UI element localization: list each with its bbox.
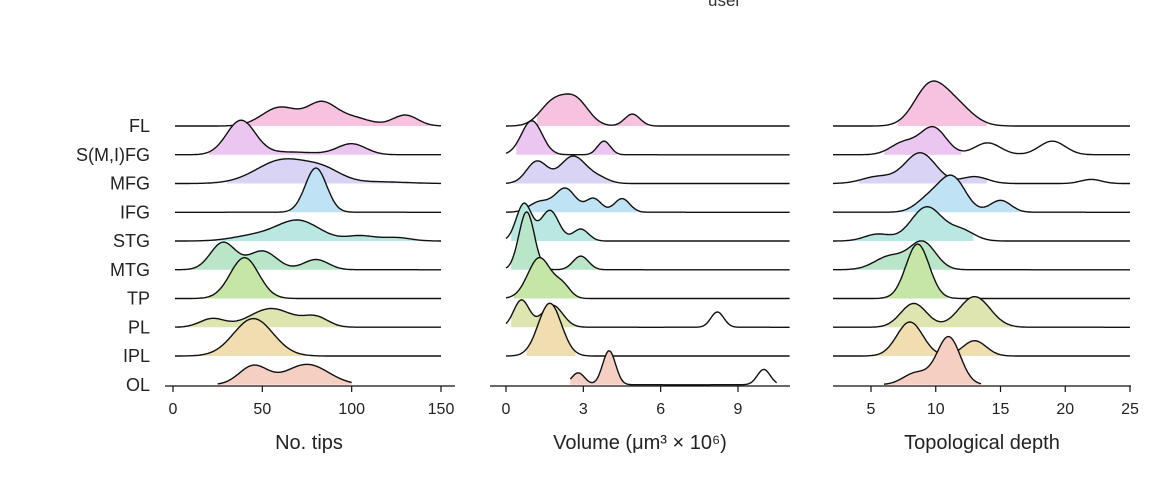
ridge-line-OL [217,363,352,385]
x-axis-label: Topological depth [904,432,1060,454]
ridge-line-FL [833,80,1130,127]
x-tick-label: 10 [927,401,945,418]
ridge-fill-MTG [182,242,369,270]
x-tick-label: 15 [992,401,1010,418]
x-tick-label: 150 [428,401,455,418]
ridge-fill-MFG [513,156,617,184]
row-label-MFG: MFG [110,174,150,194]
ridge-fill-PL [182,308,369,328]
ridge-fill-FL [897,81,987,126]
ridge-fill-IPL [200,318,307,356]
ridge-fill-TP [884,244,948,299]
row-label-MTG: MTG [110,260,150,280]
ridge-fill-MTG [845,240,962,270]
ridge-fill-IFG [289,168,352,213]
ridge-fill-MTG [511,211,598,270]
row-label-PL: PL [128,317,150,337]
ridge-line-FL [175,100,441,127]
x-tick-label: 0 [169,401,178,418]
panel-3: 5 10 15 20 25 Topological depth [833,80,1139,454]
ridge-fill-TP [200,257,298,299]
panel-2: 0 3 6 9 Volume (μm³ × 10⁶) [490,93,790,454]
ridge-fill-S(M,I)FG [208,120,397,155]
ridge-line-IFG [175,167,441,213]
ridge-fill-MFG [227,158,423,184]
ridge-line-TP [175,257,441,300]
ridge-line-OL [883,335,982,385]
ridge-line-MFG [833,152,1130,185]
ridge-line-MTG [505,211,790,271]
ridge-line-MFG [175,158,441,185]
x-axis-label: No. tips [275,432,343,454]
ridge-line-PL [833,296,1130,328]
panel-1: 0 50 100 150 No. tips [165,100,455,454]
ridge-line-IFG [506,187,790,213]
ridge-fill-IPL [872,322,1001,356]
x-tick-label: 6 [656,401,665,418]
row-label-IFG: IFG [120,202,150,222]
x-tick-label: 50 [253,401,271,418]
ridge-line-S(M,I)FG [175,119,441,156]
ridge-line-MTG [833,240,1130,271]
row-label-STG: STG [113,231,150,251]
ridge-fill-MFG [858,152,987,184]
ridge-line-TP [505,256,790,300]
ridge-fill-IFG [521,188,640,213]
ridge-line-PL [175,307,441,328]
x-axis-label: Volume (μm³ × 10⁶) [553,432,727,454]
ridge-line-IPL [833,321,1130,357]
ridge-line-IPL [175,317,441,357]
x-tick-label: 5 [867,401,876,418]
x-tick-label: 0 [502,401,511,418]
ridge-line-STG [175,219,441,242]
row-label-S(M,I)FG: S(M,I)FG [76,145,150,165]
x-tick-label: 20 [1056,401,1074,418]
ridge-line-STG [505,202,790,242]
ridge-line-OL [569,350,778,386]
ridge-fill-STG [208,220,441,241]
ridge-fill-STG [845,206,974,241]
x-tick-label: 3 [579,401,588,418]
ridge-fill-S(M,I)FG [516,120,617,155]
ridge-line-IPL [505,302,790,357]
row-label-FL: FL [129,116,150,136]
row-label-TP: TP [127,289,150,309]
ridge-fill-OL [570,350,624,385]
ridge-fill-IPL [526,303,576,356]
ridge-line-S(M,I)FG [833,125,1130,156]
ridge-line-STG [833,206,1130,242]
x-tick-label: 25 [1121,401,1139,418]
ridge-line-TP [833,243,1130,300]
ridge-fill-FL [536,93,648,126]
ridge-line-FL [506,93,790,127]
ridge-fill-FL [245,101,441,126]
row-label-IPL: IPL [123,346,150,366]
ridge-line-MFG [505,155,790,185]
x-tick-label: 100 [338,401,365,418]
ridge-fill-OL [217,364,352,385]
ridge-line-S(M,I)FG [505,120,790,156]
top-cropped-text: usel [708,0,740,10]
ridge-line-IFG [833,174,1130,213]
ridge-line-MTG [175,241,441,271]
row-label-OL: OL [126,375,150,395]
x-tick-label: 9 [734,401,743,418]
ridge-fill-PL [872,296,1013,328]
